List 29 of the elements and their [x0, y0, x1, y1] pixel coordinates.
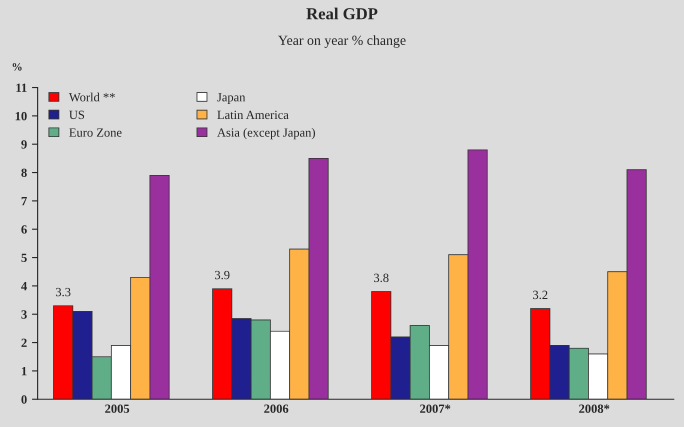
legend-label: World ** [68, 92, 115, 102]
legend-label: Euro Zone [69, 128, 122, 137]
y-tick-label: 0 [21, 395, 27, 404]
y-tick-label: 7 [22, 197, 27, 206]
y-tick-label: 10 [16, 112, 27, 120]
y-tick-label: 8 [21, 168, 27, 178]
chart-subtitle: Year on year % change [278, 35, 406, 48]
legend-label: US [69, 110, 84, 120]
chart-title: Real GDP [306, 8, 378, 20]
y-tick-label: 2 [21, 338, 27, 347]
data-label: 3.3 [56, 288, 70, 296]
legend-label: Latin America [217, 110, 289, 120]
y-tick-label: 5 [21, 254, 27, 262]
x-tick-label: 2005 [105, 404, 130, 413]
y-tick-label: 1 [22, 366, 27, 376]
legend-label: Japan [217, 93, 246, 104]
y-axis-title: % [12, 63, 22, 71]
x-tick-label: 2007* [420, 404, 450, 413]
y-tick-label: 6 [21, 225, 27, 234]
y-tick-label: 4 [21, 282, 27, 290]
y-tick-label: 3 [21, 310, 27, 319]
y-tick-label: 9 [21, 140, 27, 149]
data-label: 3.9 [214, 270, 230, 280]
y-tick-label: 11 [16, 84, 27, 92]
x-tick-label: 2008* [579, 404, 610, 413]
data-label: 3.8 [374, 274, 389, 282]
data-label: 3.2 [533, 290, 548, 300]
legend-label: Asia (except Japan) [217, 128, 315, 140]
x-tick-label: 2006 [264, 404, 288, 413]
